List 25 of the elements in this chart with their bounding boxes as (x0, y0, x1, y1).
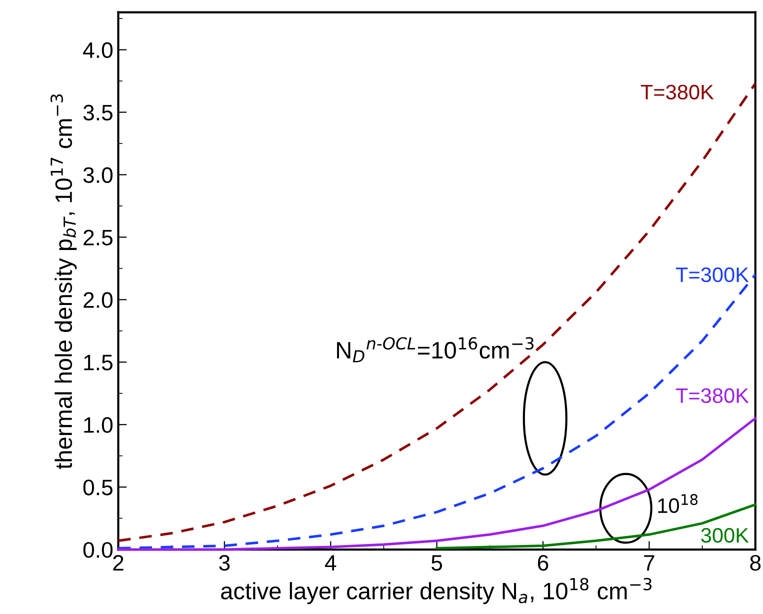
y-tick-label: 0.0 (83, 542, 113, 558)
annotation: N$_{D}$$^{n‐OCL}$=10$^{16}$cm$^{−3}$ (337, 337, 534, 362)
y-tick-label: 1.0 (84, 417, 113, 433)
series-label: T=300K (676, 267, 749, 282)
y-tick-label: 4.0 (83, 42, 113, 58)
y-tick-label: 3.5 (83, 104, 112, 121)
y-tick-label: 3.0 (83, 167, 113, 183)
y-tick-label: 2.0 (84, 292, 113, 308)
x-tick-label: 3 (219, 554, 230, 571)
x-tick-label: 5 (432, 555, 442, 571)
x-tick-label: 7 (644, 555, 654, 570)
y-tick-label: 2.5 (84, 230, 112, 246)
line-series (117, 82, 757, 542)
y-axis-title: thermal hole density p$_{bT}$, 10$^{17}$ cm$^{−3}$ (50, 94, 77, 470)
x-tick-label: 2 (113, 554, 124, 570)
y-tick-label: 1.5 (84, 354, 112, 370)
series-label: T=380K (640, 84, 714, 100)
y-tick-label: 0.5 (83, 480, 112, 496)
series-label: T=380K (676, 388, 749, 404)
series-label: 300K (701, 528, 749, 543)
annotation: 10$^{18}$ (658, 494, 698, 514)
x-axis-title: active layer carrier density N$_{a}$, 10$^{18}$ cm$^{−3}$ (221, 578, 652, 604)
x-tick-label: 4 (324, 555, 336, 570)
x-tick-label: 6 (538, 554, 548, 571)
x-tick-label: 8 (750, 554, 761, 571)
